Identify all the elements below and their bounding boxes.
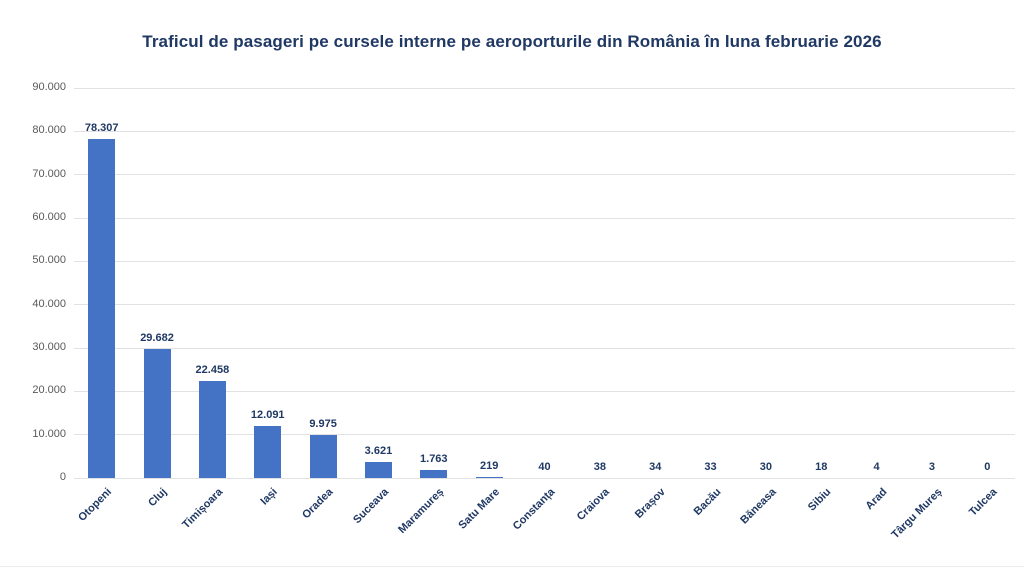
bar-value-label: 78.307 — [84, 122, 119, 134]
bar-value-label: 4 — [873, 461, 880, 473]
x-axis-category-label-text: Arad — [862, 486, 890, 513]
bar-value-label: 30 — [759, 461, 773, 473]
chart-title: Traficul de pasageri pe cursele interne … — [142, 32, 882, 51]
bar-value-label: 12.091 — [250, 409, 285, 421]
x-axis-category-label-text: Iași — [258, 486, 281, 508]
bar-value-label: 29.682 — [140, 332, 174, 344]
gridline — [74, 434, 1015, 436]
bar-value-label: 40 — [538, 461, 551, 473]
bar-value-label: 33 — [704, 461, 717, 473]
y-axis-tick-label: 30.000 — [32, 341, 66, 353]
x-axis-category-label-text: Timișoara — [179, 486, 225, 532]
y-axis-tick-label: 50.000 — [32, 254, 66, 267]
bar-value-label: 3 — [928, 461, 936, 473]
y-axis-tick-label: 10.000 — [32, 427, 66, 440]
x-axis-category-label-text: Brașov — [632, 486, 668, 521]
bar-value-label: 34 — [649, 461, 662, 473]
bar — [88, 139, 116, 478]
x-axis-category-label-text: Suceava — [350, 486, 391, 527]
y-axis-tick-label: 80.000 — [32, 124, 66, 137]
gridline — [74, 174, 1015, 176]
gridline — [74, 304, 1015, 306]
x-axis-category-label-text: Sibiu — [806, 486, 834, 514]
y-axis-tick-label: 40.000 — [32, 297, 66, 310]
x-axis-category-label-text: Bacău — [691, 486, 724, 518]
bottom-divider — [0, 566, 1024, 567]
x-axis-category-label-text: Cluj — [146, 486, 170, 510]
x-axis-category-label-text: Otopeni — [76, 486, 115, 524]
bar-value-label: 219 — [479, 460, 499, 472]
x-axis-category-label-text: Constanța — [510, 486, 557, 533]
x-axis-category-label-text: Tulcea — [967, 486, 1000, 519]
bar — [420, 470, 448, 478]
y-axis-tick-label: 90.000 — [32, 81, 66, 93]
bar — [254, 426, 282, 478]
bar-value-label: 18 — [815, 461, 828, 473]
bar — [475, 477, 503, 478]
y-axis-tick-label: 60.000 — [32, 211, 66, 223]
bar-value-label: 0 — [984, 461, 991, 473]
bar-value-label: 22.458 — [195, 364, 230, 376]
x-axis-category-label-text: Băneasa — [737, 486, 779, 527]
y-axis-tick-label: 70.000 — [32, 167, 66, 180]
bar-value-label: 1.763 — [420, 453, 448, 465]
x-axis-category-label-text: Satu Mare — [455, 486, 502, 532]
x-axis-category-label-text: Târgu Mureș — [889, 486, 945, 542]
gridline — [74, 390, 1015, 392]
gridline — [74, 477, 1015, 479]
y-axis-tick-label: 0 — [59, 471, 66, 483]
y-axis-tick-label: 20.000 — [32, 384, 66, 397]
gridline — [74, 130, 1015, 132]
bar — [143, 349, 171, 478]
x-axis-category-label-text: Craiova — [575, 486, 613, 524]
bar — [198, 381, 226, 478]
gridline — [74, 217, 1015, 219]
x-axis-category-label-text: Maramureș — [396, 486, 447, 536]
bar — [309, 435, 337, 478]
x-axis-category-label-text: Oradea — [300, 486, 336, 522]
bar-value-label: 9.975 — [309, 418, 337, 430]
bar-value-label: 3.621 — [364, 445, 393, 457]
gridline — [74, 87, 1015, 89]
gridline — [74, 347, 1015, 349]
bar-value-label: 38 — [593, 461, 606, 473]
gridline — [74, 260, 1015, 262]
bar — [364, 462, 392, 478]
